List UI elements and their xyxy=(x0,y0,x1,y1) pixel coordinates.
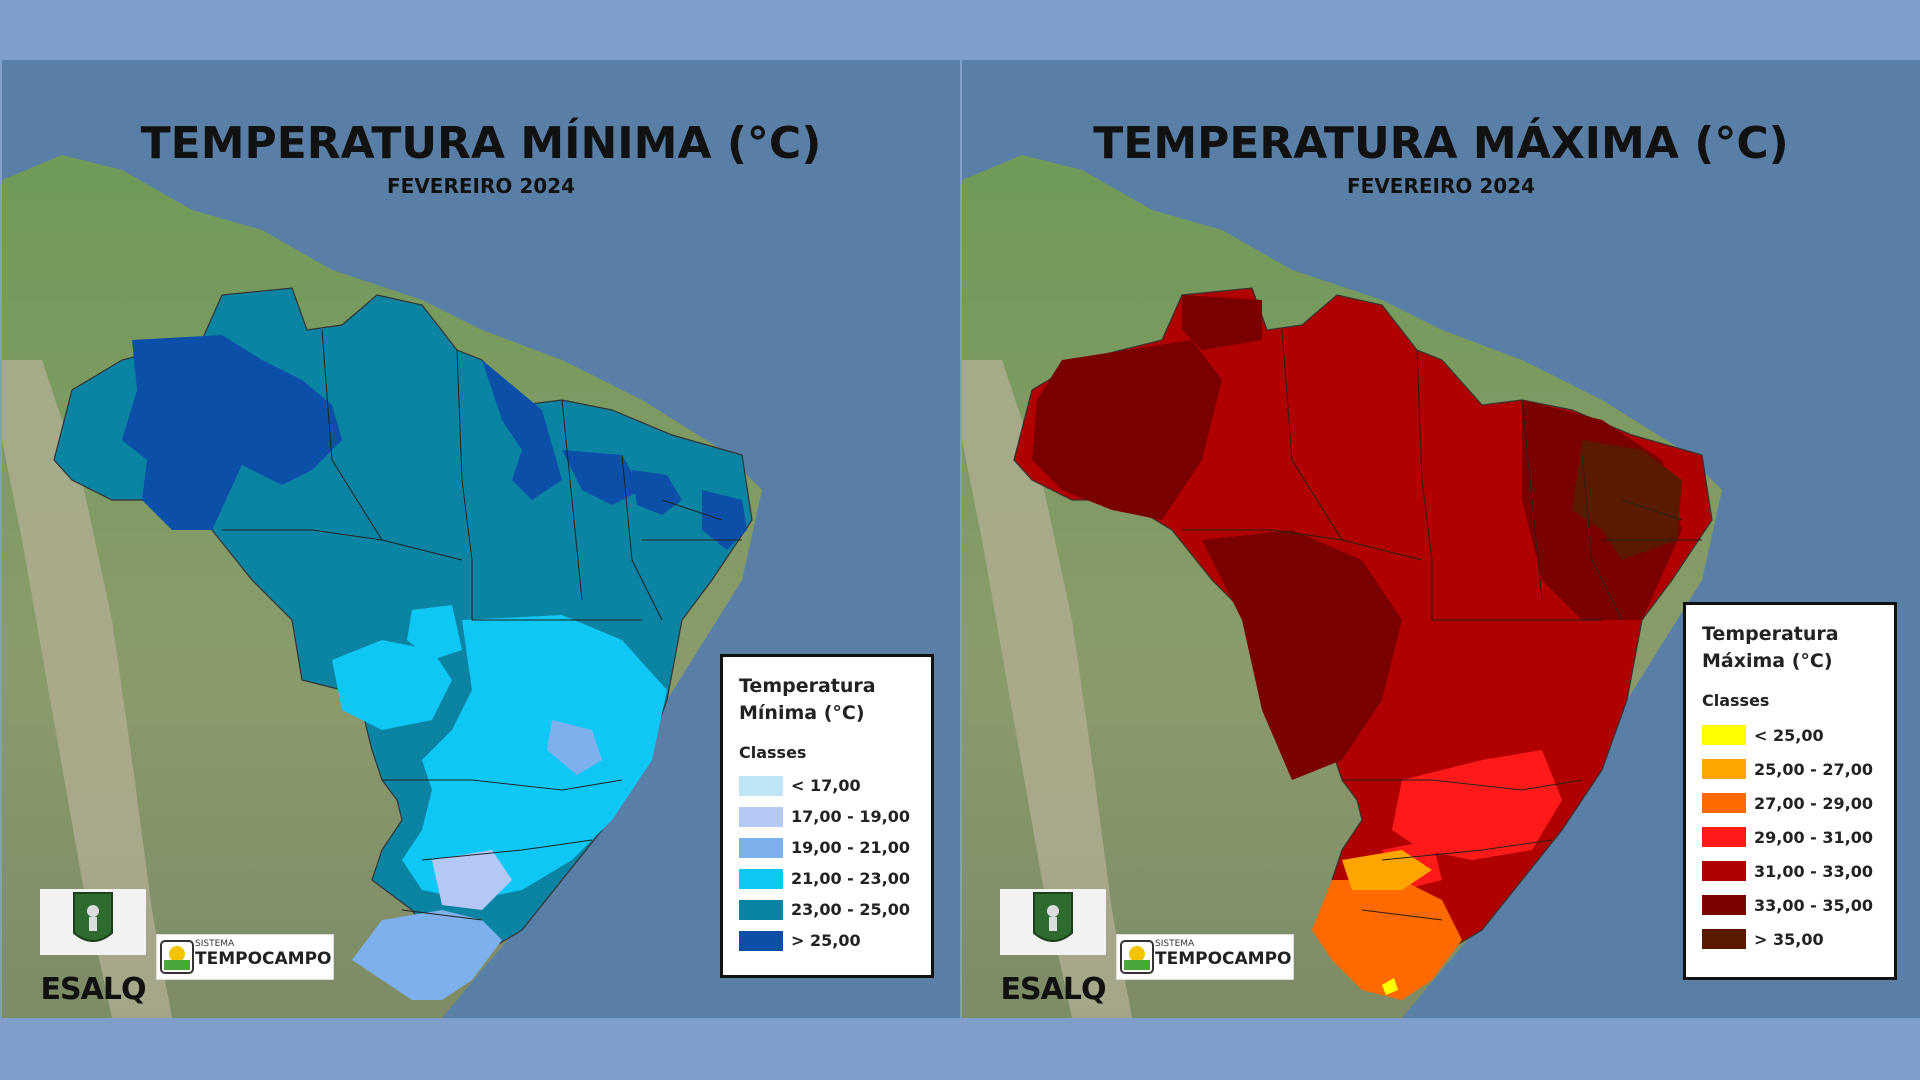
legend-label: 29,00 - 31,00 xyxy=(1754,827,1873,847)
legend-label: 31,00 - 33,00 xyxy=(1754,861,1873,881)
legend-row: 25,00 - 27,00 xyxy=(1702,752,1878,786)
legend-classes-label: Classes xyxy=(739,743,807,762)
legend-title: Temperatura Máxima (°C) xyxy=(1702,621,1878,675)
brazil-region-gt25-north xyxy=(482,360,562,500)
brazil-region-33-35-center xyxy=(1202,530,1402,780)
legend-swatch xyxy=(739,899,783,920)
legend-title-line1: Temperatura xyxy=(739,675,876,697)
legend-swatch xyxy=(739,837,783,858)
legend-row: 19,00 - 21,00 xyxy=(739,832,915,863)
map-minima xyxy=(2,155,762,1018)
brazil-region-21-23-n xyxy=(407,605,462,660)
legend-row: < 17,00 xyxy=(739,770,915,801)
legend-label: 21,00 - 23,00 xyxy=(791,869,910,888)
brazil-region-27-29 xyxy=(1312,880,1462,1000)
brazil-region-gt35 xyxy=(1572,440,1682,560)
legend-row: 17,00 - 19,00 xyxy=(739,801,915,832)
legend-row: > 35,00 xyxy=(1702,922,1878,956)
legend-swatch xyxy=(1702,759,1746,779)
map-panel-maxima: TEMPERATURA MÁXIMA (°C) FEVEREIRO 2024 T… xyxy=(962,60,1920,1018)
brazil-region-19-21-pa xyxy=(547,720,602,775)
legend-row: 27,00 - 29,00 xyxy=(1702,786,1878,820)
legend-row: 23,00 - 25,00 xyxy=(739,894,915,925)
brazil-region-21-23-w xyxy=(332,640,452,730)
legend-swatch xyxy=(739,930,783,951)
brazil-region-17-19 xyxy=(432,850,512,910)
legend-label: 23,00 - 25,00 xyxy=(791,900,910,919)
brazil-region-21-23 xyxy=(402,615,667,900)
state-borders xyxy=(222,329,742,921)
brazil-region-gt25-coast xyxy=(702,490,747,550)
brazil-region-33-35-west xyxy=(1032,340,1222,520)
map-subtitle-minima: FEVEREIRO 2024 xyxy=(387,174,575,198)
legend-title-line2: Mínima (°C) xyxy=(739,702,865,724)
legend-swatch xyxy=(739,868,783,889)
map-title-minima: TEMPERATURA MÍNIMA (°C) xyxy=(140,118,822,169)
tempocampo-logo-icon: SISTEMA TEMPOCAMPO xyxy=(1116,934,1294,980)
brazil-region-gt25-west xyxy=(122,335,342,530)
legend-row: < 25,00 xyxy=(1702,718,1878,752)
legend-row: 31,00 - 33,00 xyxy=(1702,854,1878,888)
legend-swatch xyxy=(1702,827,1746,847)
legend-swatch xyxy=(1702,929,1746,949)
legend-items: < 25,00 25,00 - 27,00 27,00 - 29,00 29,00 -… xyxy=(1702,718,1878,956)
esalq-text: ESALQ xyxy=(40,972,147,1007)
map-title-maxima: TEMPERATURA MÁXIMA (°C) xyxy=(1093,118,1789,169)
legend-title: Temperatura Mínima (°C) xyxy=(739,673,915,727)
legend-classes-label: Classes xyxy=(1702,691,1770,710)
state-borders xyxy=(1182,329,1702,921)
legend-swatch xyxy=(739,775,783,796)
legend-title-line1: Temperatura xyxy=(1702,623,1839,645)
legend-row: 29,00 - 31,00 xyxy=(1702,820,1878,854)
legend-swatch xyxy=(739,806,783,827)
brazil-region-25-27 xyxy=(1342,850,1432,890)
brazil-region-lt25 xyxy=(1382,978,1398,995)
tempocampo-big-text: TEMPOCAMPO xyxy=(195,949,332,969)
legend-label: < 25,00 xyxy=(1754,725,1824,745)
legend-row: 33,00 - 35,00 xyxy=(1702,888,1878,922)
legend-label: < 17,00 xyxy=(791,776,861,795)
legend-label: 19,00 - 21,00 xyxy=(791,838,910,857)
map-subtitle-maxima: FEVEREIRO 2024 xyxy=(1347,174,1535,198)
legend-row: > 25,00 xyxy=(739,925,915,956)
legend-maxima: Temperatura Máxima (°C) Classes < 25,00 2… xyxy=(1683,602,1897,980)
esalq-text: ESALQ xyxy=(1000,972,1107,1007)
esalq-logo-icon: ESALQ xyxy=(38,887,148,1005)
legend-minima: Temperatura Mínima (°C) Classes < 17,00 1… xyxy=(720,654,934,978)
legend-swatch xyxy=(1702,725,1746,745)
legend-label: 25,00 - 27,00 xyxy=(1754,759,1873,779)
legend-swatch xyxy=(1702,895,1746,915)
legend-swatch xyxy=(1702,793,1746,813)
brazil-region-gt25-ne xyxy=(562,450,642,505)
brazil-region-29-31 xyxy=(1392,750,1562,860)
andes-range xyxy=(2,360,172,1018)
tempocampo-small-text: SISTEMA xyxy=(1155,939,1195,949)
tempocampo-big-text: TEMPOCAMPO xyxy=(1155,949,1292,969)
map-panel-minima: TEMPERATURA MÍNIMA (°C) FEVEREIRO 2024 T… xyxy=(2,60,960,1018)
legend-items: < 17,00 17,00 - 19,00 19,00 - 21,00 21,00 -… xyxy=(739,770,915,956)
map-maxima xyxy=(962,155,1722,1018)
legend-label: > 25,00 xyxy=(791,931,861,950)
legend-label: 17,00 - 19,00 xyxy=(791,807,910,826)
legend-label: > 35,00 xyxy=(1754,929,1824,949)
legend-swatch xyxy=(1702,861,1746,881)
brazil-region-gt25-ce xyxy=(632,470,682,515)
legend-label: 33,00 - 35,00 xyxy=(1754,895,1873,915)
legend-label: 27,00 - 29,00 xyxy=(1754,793,1873,813)
legend-title-line2: Máxima (°C) xyxy=(1702,650,1833,672)
brazil-region-19-21 xyxy=(352,910,502,1000)
tempocampo-small-text: SISTEMA xyxy=(195,939,235,949)
brazil-region-33-35-n xyxy=(1182,295,1262,350)
tempocampo-logo-icon: SISTEMA TEMPOCAMPO xyxy=(156,934,334,980)
andes-range xyxy=(962,360,1132,1018)
esalq-logo-icon: ESALQ xyxy=(998,887,1108,1005)
legend-row: 21,00 - 23,00 xyxy=(739,863,915,894)
